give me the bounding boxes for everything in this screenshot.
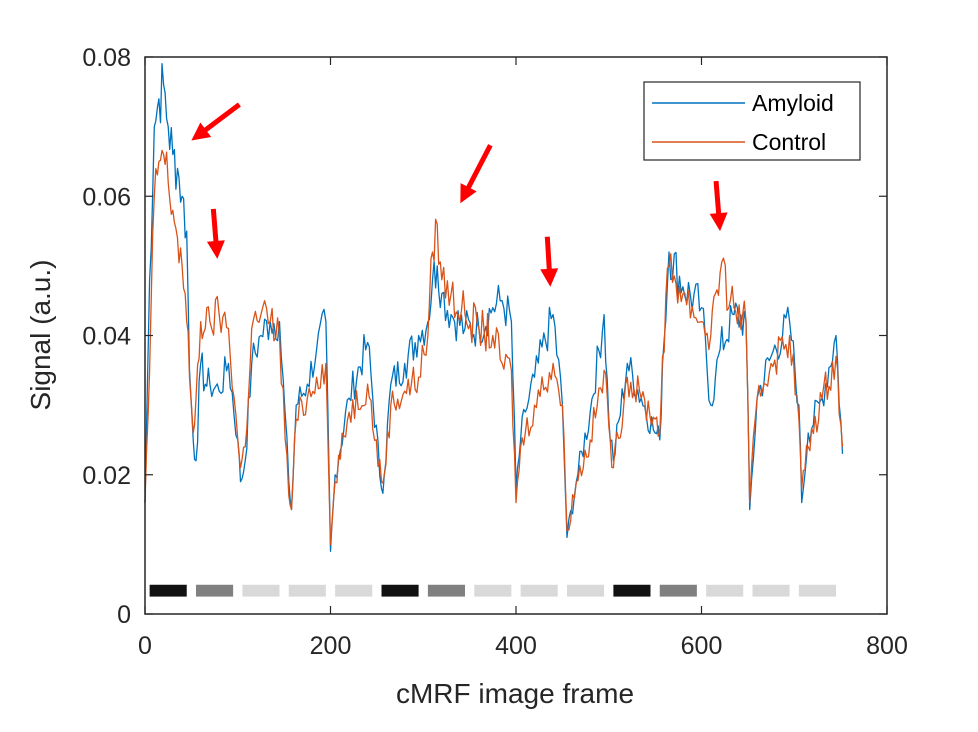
red-arrow-1: [206, 208, 225, 259]
x-tick-label-3: 600: [681, 632, 723, 660]
series-layer: [144, 62, 844, 552]
x-tick-label-4: 800: [866, 632, 908, 660]
pulse-block-9: [567, 584, 605, 597]
x-axis-label: cMRF image frame: [396, 678, 634, 709]
y-tick-label-1: 0.02: [82, 462, 131, 490]
pulse-block-6: [427, 584, 465, 597]
y-tick-label-3: 0.06: [82, 183, 131, 211]
legend-label-control: Control: [752, 129, 826, 155]
pulse-block-11: [659, 584, 697, 597]
x-tick-label-1: 200: [310, 632, 352, 660]
pulse-block-8: [520, 584, 558, 597]
red-arrow-0: [191, 102, 241, 141]
pulse-block-13: [752, 584, 790, 597]
legend-label-amyloid: Amyloid: [752, 90, 834, 116]
pulse-block-3: [288, 584, 326, 597]
pulse-block-10: [613, 584, 651, 597]
y-tick-label-4: 0.08: [82, 44, 131, 72]
pulse-block-7: [474, 584, 512, 597]
pulse-block-1: [196, 584, 234, 597]
arrow-layer: [191, 102, 728, 287]
x-tick-label-0: 0: [138, 632, 152, 660]
pulse-block-2: [242, 584, 280, 597]
series-line-amyloid: [144, 62, 844, 552]
y-axis-label: Signal (a.u.): [25, 260, 56, 411]
pulse-block-0: [149, 584, 187, 597]
y-tick-label-0: 0: [117, 601, 131, 629]
red-arrow-3: [540, 236, 559, 287]
pulse-block-layer: [149, 584, 836, 597]
legend: Amyloid Control: [643, 81, 861, 161]
legend-box: [643, 81, 861, 161]
axis-layer: 0 200 400 600 800 0 0.02 0.04 0.06 0.08: [82, 44, 908, 660]
pulse-block-4: [335, 584, 373, 597]
series-line-control: [144, 149, 844, 546]
pulse-block-5: [381, 584, 419, 597]
pulse-block-12: [706, 584, 744, 597]
red-arrow-4: [709, 180, 728, 232]
pulse-block-14: [798, 584, 836, 597]
y-tick-label-2: 0.04: [82, 323, 131, 351]
x-tick-label-2: 400: [495, 632, 537, 660]
red-arrow-2: [460, 144, 493, 204]
